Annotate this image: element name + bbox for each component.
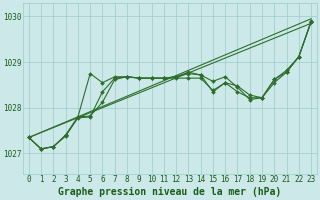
X-axis label: Graphe pression niveau de la mer (hPa): Graphe pression niveau de la mer (hPa)	[58, 187, 282, 197]
